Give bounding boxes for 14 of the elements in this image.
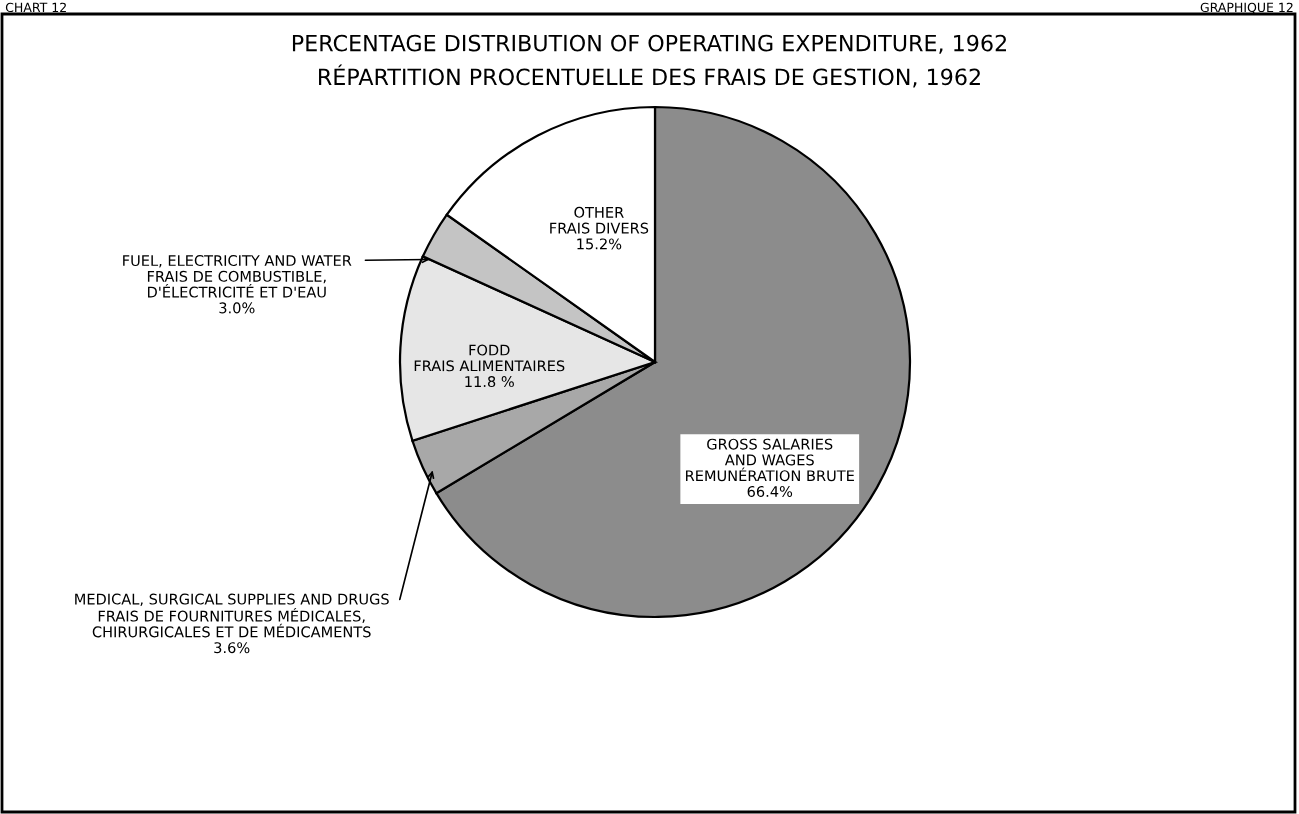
slice-label: GROSS SALARIES AND WAGES REMUNÉRATION BRUTE bbox=[686, 438, 854, 482]
data-label: 3.0% bbox=[219, 302, 255, 314]
slice-label: FODD FRAIS ALIMENTAIRES bbox=[414, 344, 565, 372]
data-label: 3.6% bbox=[214, 642, 250, 654]
slice-label: FUEL, ELECTRICITY AND WATER FRAIS DE COMBUSTIBLE, D'ÉLECTRICITÉ ET D'EAU bbox=[123, 255, 352, 298]
chart-title: PERCENTAGE DISTRIBUTION OF OPERATING EXPENDITURE, 1962 bbox=[292, 34, 1006, 54]
caption: CHART 12 bbox=[5, 2, 66, 13]
slice-label: MEDICAL, SURGICAL SUPPLIES AND DRUGS FRAIS DE FOURNITURES MÉDICALES, CHIRURGICALES ET DE MÉDICAMENTS bbox=[75, 593, 389, 638]
data-label: 11.8 % bbox=[465, 376, 514, 388]
slice-label: OTHER FRAIS DIVERS bbox=[550, 206, 649, 234]
text: GRAPHIQUE 12 bbox=[1200, 2, 1293, 14]
data-label: 15.2% bbox=[577, 238, 622, 250]
data-label: 66.4% bbox=[747, 485, 793, 497]
chart-subtitle: RÉPARTITION PROCENTUELLE DES FRAIS DE GESTION, 1962 bbox=[319, 64, 980, 88]
